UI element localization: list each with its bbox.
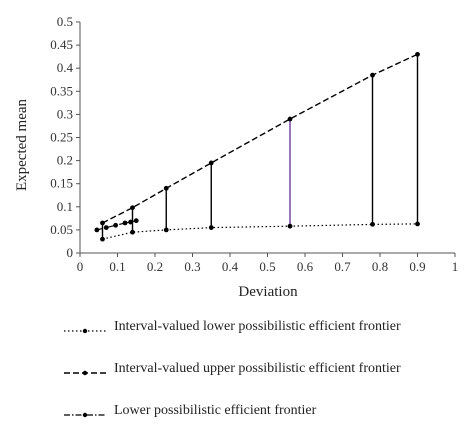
x-tick-label: 0.1 [109,259,125,274]
legend-label: Interval-valued lower possibilistic effi… [114,319,401,334]
legend: Interval-valued lower possibilistic effi… [62,318,462,444]
data-point [370,221,375,227]
x-tick-label: 0.4 [222,259,239,274]
legend-item-lower-possibilistic: Lower possibilistic efficient frontier [62,402,462,440]
data-point [130,205,135,211]
data-point [122,220,128,226]
data-point [208,225,214,230]
y-tick-label: 0.5 [57,14,73,29]
data-point [163,185,169,191]
x-tick-label: 0.6 [297,259,314,274]
y-tick-label: 0.25 [50,130,73,145]
legend-swatch-dash-dot [64,412,106,418]
interval-bars [101,54,419,240]
axes: 0 0.05 0.1 0.15 0.2 0.25 0.3 0.35 0.4 0.45 0.5 0 0.1… [50,14,458,274]
y-tick-label: 0.45 [50,37,73,52]
x-tick-label: 0.5 [259,259,275,274]
series-lines [96,53,418,240]
chart: 0 0.05 0.1 0.15 0.2 0.25 0.3 0.35 0.4 0.45 0.5 0 0.1… [14,14,458,300]
y-tick-label: 0.35 [50,83,73,98]
data-point [208,160,214,166]
legend-swatch-dashed [64,370,106,376]
y-tick-label: 0.1 [57,199,73,214]
y-tick-label: 0.4 [57,60,74,75]
x-tick-label: 0.8 [372,259,388,274]
data-point [163,227,169,233]
data-point [133,218,139,224]
data-point [130,229,135,235]
y-tick-label: 0.05 [50,222,73,237]
series-points [94,51,420,242]
legend-label: Interval-valued upper possibilistic effi… [114,361,401,376]
legend-label: Lower possibilistic efficient frontier [114,403,317,418]
data-point [128,219,134,225]
x-axis-title: Deviation [238,284,298,300]
data-point [100,236,105,242]
y-tick-label: 0.15 [50,176,73,191]
series-line-2 [102,53,418,224]
data-point [113,222,119,228]
x-tick-label: 0.9 [409,259,425,274]
series-line-1 [102,223,418,240]
x-tick-label: 0 [77,259,84,274]
data-point [287,223,293,229]
x-tick-label: 1 [452,259,459,274]
y-axis-title: Expected mean [14,98,30,191]
legend-swatch-dotted [64,328,106,334]
data-point [415,221,420,227]
data-point [415,51,420,57]
x-tick-label: 0.2 [147,259,163,274]
data-point [103,225,109,230]
y-tick-label: 0.2 [57,153,73,168]
data-point [94,227,100,233]
x-tick-label: 0.3 [184,259,200,274]
legend-item-lower-interval: Interval-valued lower possibilistic effi… [62,318,462,356]
x-tick-label: 0.7 [334,259,351,274]
y-tick-label: 0.3 [57,106,73,121]
legend-item-upper-interval: Interval-valued upper possibilistic effi… [62,360,462,398]
data-point [287,116,293,122]
data-point [100,220,105,226]
y-tick-label: 0 [67,245,74,260]
data-point [370,72,375,78]
